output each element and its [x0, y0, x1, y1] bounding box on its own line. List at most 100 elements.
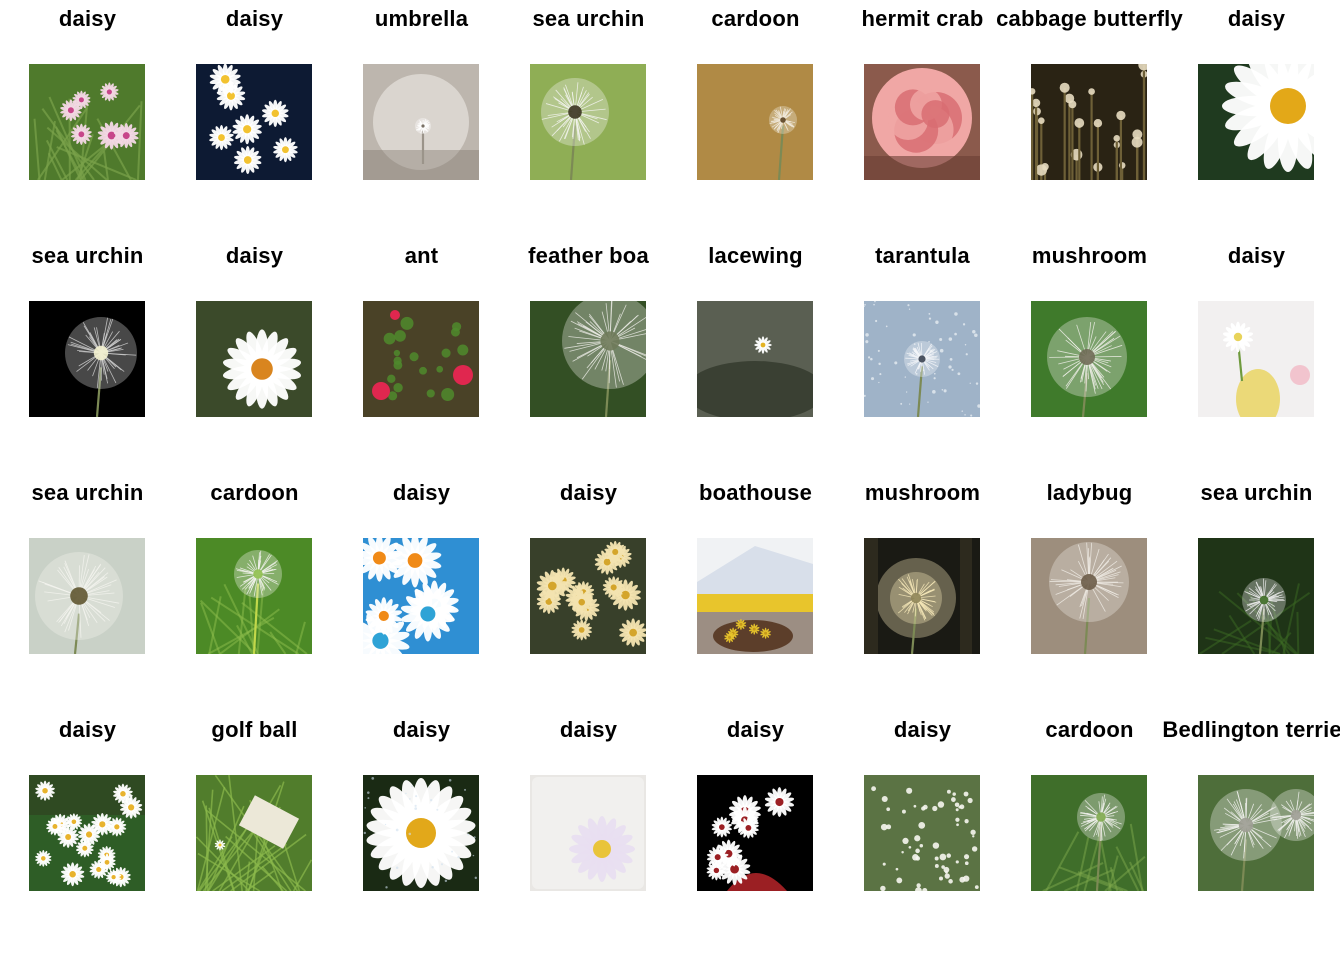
predicted-label: cardoon	[210, 480, 299, 505]
flower-thumbnail	[697, 538, 813, 654]
flower-thumbnail	[196, 538, 312, 654]
grid-cell: umbrella	[338, 2, 505, 239]
thumbnail-image	[530, 64, 646, 180]
thumbnail-image	[196, 301, 312, 417]
predicted-label: sea urchin	[31, 243, 144, 268]
thumbnail-image	[196, 64, 312, 180]
flower-thumbnail	[530, 538, 646, 654]
flower-thumbnail	[697, 775, 813, 891]
flower-thumbnail	[363, 775, 479, 891]
grid-cell: mushroom	[839, 476, 1006, 713]
thumbnail-image	[697, 538, 813, 654]
thumbnail-image	[363, 775, 479, 891]
predicted-label: feather boa	[528, 243, 649, 268]
predicted-label: golf ball	[211, 717, 298, 742]
flower-thumbnail	[196, 301, 312, 417]
flower-thumbnail	[29, 64, 145, 180]
grid-cell: daisy	[672, 713, 839, 950]
thumbnail-image	[29, 301, 145, 417]
thumbnail-image	[864, 538, 980, 654]
grid-cell: cabbage butterfly	[996, 2, 1183, 239]
thumbnail-image	[1031, 538, 1147, 654]
grid-cell: daisy	[171, 239, 338, 476]
grid-cell: daisy	[839, 713, 1006, 950]
predicted-label: daisy	[392, 480, 451, 505]
grid-cell: ladybug	[1006, 476, 1173, 713]
grid-cell: daisy	[505, 713, 672, 950]
flower-thumbnail	[29, 538, 145, 654]
predicted-label: daisy	[893, 717, 952, 742]
flower-thumbnail	[1031, 64, 1147, 180]
grid-cell: golf ball	[171, 713, 338, 950]
predicted-label: daisy	[58, 6, 117, 31]
grid-cell: daisy	[4, 713, 171, 950]
predicted-label: daisy	[1227, 243, 1286, 268]
thumbnail-image	[29, 64, 145, 180]
flower-thumbnail	[1031, 538, 1147, 654]
predicted-label: daisy	[559, 480, 618, 505]
flower-thumbnail	[196, 775, 312, 891]
predicted-label: sea urchin	[1200, 480, 1313, 505]
predicted-label: hermit crab	[861, 6, 984, 31]
thumbnail-image	[1031, 301, 1147, 417]
flower-thumbnail	[196, 64, 312, 180]
flower-thumbnail	[697, 64, 813, 180]
thumbnail-image	[697, 301, 813, 417]
predicted-label: tarantula	[875, 243, 970, 268]
predicted-label: daisy	[58, 717, 117, 742]
grid-cell: cardoon	[672, 2, 839, 239]
predicted-label: daisy	[225, 243, 284, 268]
thumbnail-image	[1031, 64, 1147, 180]
grid-cell: daisy	[4, 2, 171, 239]
grid-cell: daisy	[505, 476, 672, 713]
predicted-label: daisy	[559, 717, 618, 742]
predicted-label: daisy	[726, 717, 785, 742]
predicted-label: Bedlington terrier	[1162, 717, 1340, 742]
thumbnail-image	[1198, 538, 1314, 654]
thumbnail-image	[1198, 301, 1314, 417]
predicted-label: daisy	[1227, 6, 1286, 31]
predicted-label: daisy	[392, 717, 451, 742]
predicted-label: boathouse	[698, 480, 813, 505]
thumbnail-image	[697, 775, 813, 891]
thumbnail-image	[29, 538, 145, 654]
grid-cell: sea urchin	[4, 476, 171, 713]
flower-thumbnail	[1198, 775, 1314, 891]
thumbnail-image	[530, 538, 646, 654]
grid-cell: tarantula	[839, 239, 1006, 476]
thumbnail-image	[363, 301, 479, 417]
thumbnail-image	[1198, 64, 1314, 180]
thumbnail-image	[363, 64, 479, 180]
flower-thumbnail	[864, 775, 980, 891]
flower-thumbnail	[363, 301, 479, 417]
grid-cell: sea urchin	[1173, 476, 1340, 713]
predicted-label: lacewing	[708, 243, 803, 268]
flower-thumbnail	[1031, 775, 1147, 891]
grid-cell: daisy	[1173, 2, 1340, 239]
grid-cell: feather boa	[505, 239, 672, 476]
grid-cell: daisy	[171, 2, 338, 239]
grid-cell: lacewing	[672, 239, 839, 476]
grid-cell: mushroom	[1006, 239, 1173, 476]
grid-cell: hermit crab	[839, 2, 1006, 239]
thumbnail-image	[363, 538, 479, 654]
flower-thumbnail	[363, 538, 479, 654]
flower-thumbnail	[697, 301, 813, 417]
thumbnail-image	[864, 775, 980, 891]
predicted-label: cardoon	[711, 6, 800, 31]
grid-cell: sea urchin	[4, 239, 171, 476]
grid-cell: cardoon	[171, 476, 338, 713]
grid-cell: daisy	[338, 713, 505, 950]
thumbnail-image	[864, 301, 980, 417]
thumbnail-image	[530, 775, 646, 891]
flower-thumbnail	[530, 301, 646, 417]
flower-thumbnail	[864, 301, 980, 417]
flower-thumbnail	[1198, 64, 1314, 180]
flower-thumbnail	[1031, 301, 1147, 417]
grid-cell: daisy	[338, 476, 505, 713]
predicted-label: cabbage butterfly	[996, 6, 1183, 31]
predicted-label: umbrella	[374, 6, 469, 31]
predicted-label: mushroom	[864, 480, 981, 505]
thumbnail-image	[1198, 775, 1314, 891]
